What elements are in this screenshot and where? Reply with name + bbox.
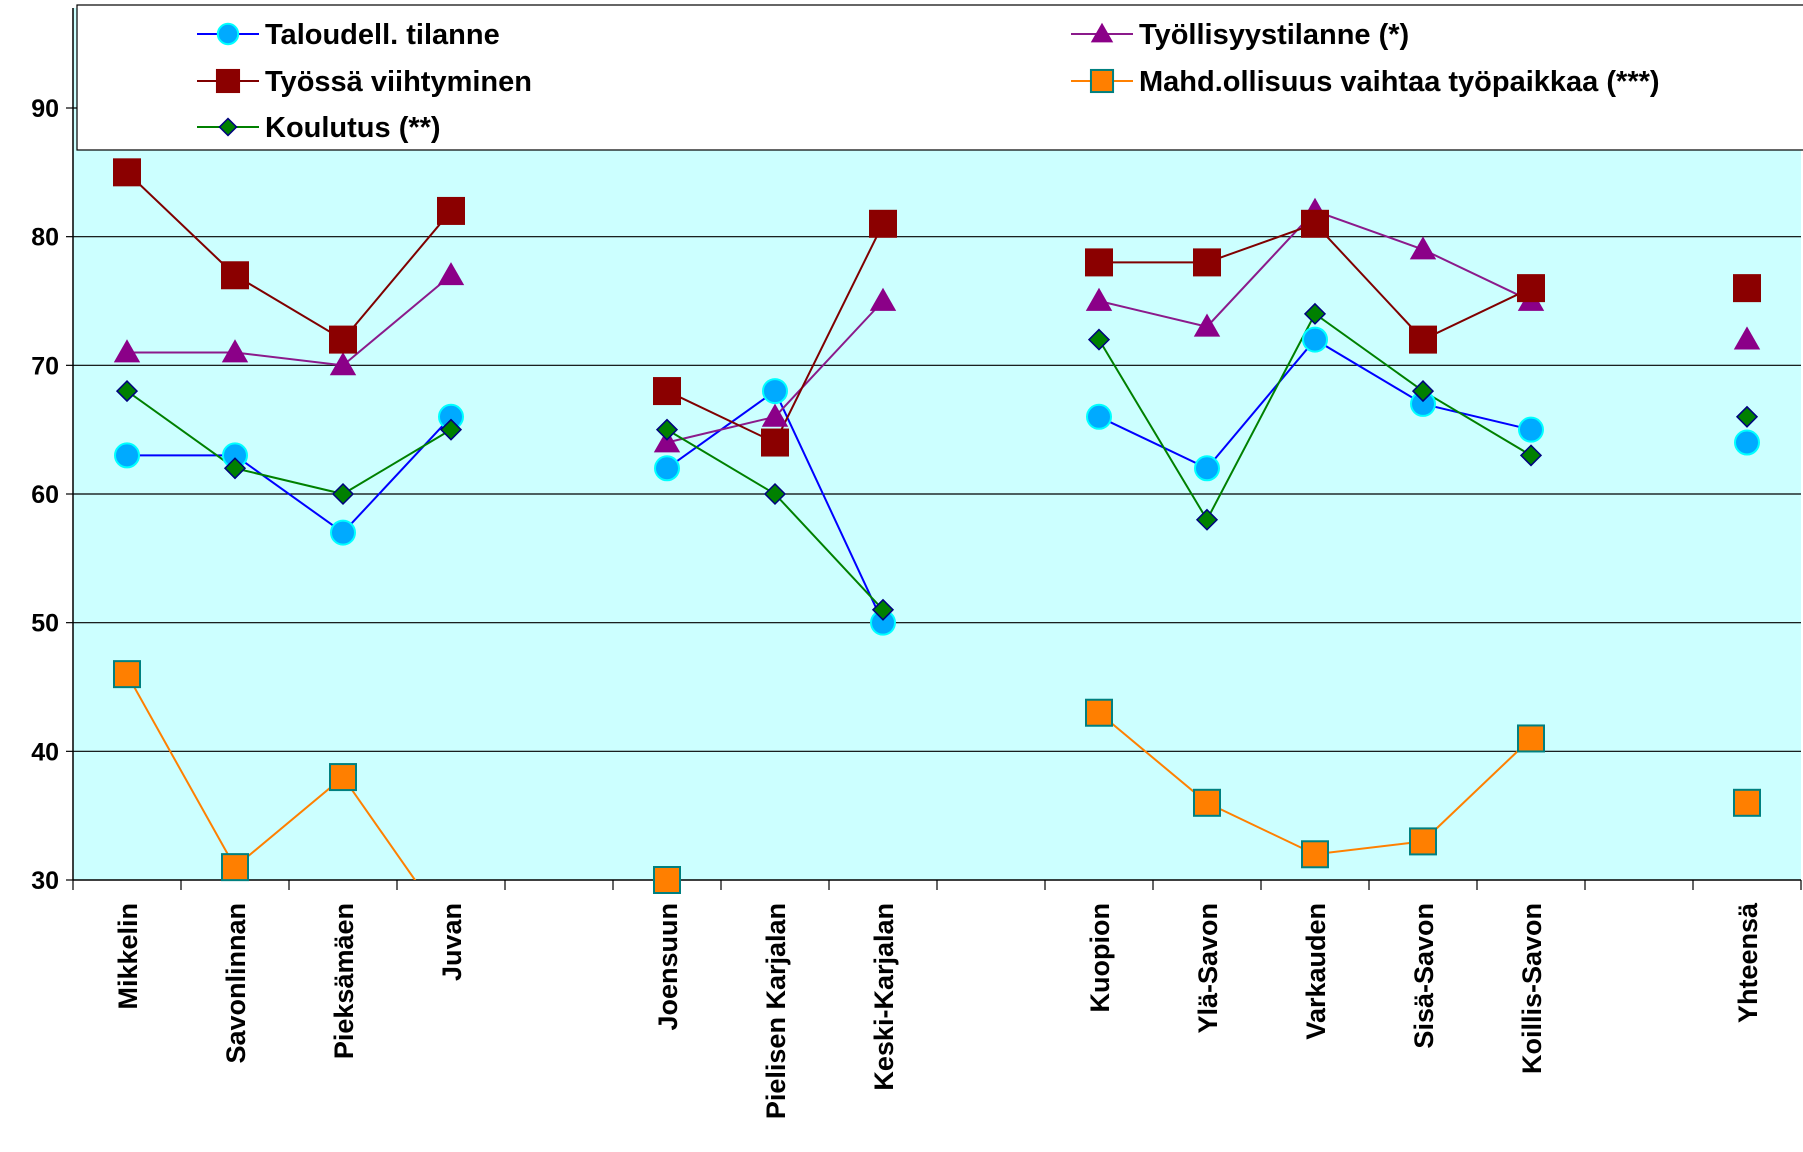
data-point-s1 bbox=[653, 429, 681, 453]
x-tick-label: Keski-Karjalan bbox=[869, 903, 899, 1091]
data-point-s0 bbox=[1194, 455, 1220, 482]
x-tick-label: Kuopion bbox=[1085, 903, 1115, 1012]
legend-label: Koulutus (**) bbox=[265, 112, 441, 144]
x-tick-label: Yhteensä bbox=[1733, 902, 1763, 1023]
data-point-s0 bbox=[1734, 429, 1760, 456]
data-point-s4 bbox=[1519, 444, 1543, 467]
data-point-s0 bbox=[762, 378, 788, 405]
data-point-s4 bbox=[1087, 328, 1111, 351]
data-point-s0 bbox=[1086, 403, 1112, 430]
data-point-s2 bbox=[437, 196, 465, 225]
data-point-s2 bbox=[1193, 248, 1221, 277]
x-tick-label: Koillis-Savon bbox=[1517, 903, 1547, 1074]
data-point-s3 bbox=[113, 660, 141, 689]
x-tick-label: Mikkelin bbox=[113, 903, 143, 1010]
series-markers bbox=[113, 158, 1761, 894]
data-point-s3 bbox=[1409, 827, 1437, 856]
data-point-s0 bbox=[1518, 416, 1544, 443]
data-point-s4 bbox=[1735, 405, 1759, 428]
y-tick-label: 30 bbox=[31, 867, 59, 895]
x-tick-label: Pielisen Karjalan bbox=[761, 903, 791, 1119]
data-point-s4 bbox=[439, 418, 463, 441]
data-point-s2 bbox=[761, 428, 789, 457]
data-point-s2 bbox=[1409, 325, 1437, 354]
x-tick-label: Pieksämäen bbox=[329, 903, 359, 1059]
y-tick-label: 40 bbox=[31, 738, 59, 766]
y-tick-label: 50 bbox=[31, 610, 59, 638]
series-line-2 bbox=[126, 171, 452, 341]
y-tick-label: 90 bbox=[31, 95, 59, 123]
data-point-s3 bbox=[1085, 698, 1113, 727]
data-point-s3 bbox=[221, 853, 249, 882]
x-tick-label: Juvan bbox=[437, 903, 467, 981]
data-point-s3 bbox=[1733, 788, 1761, 817]
series-line-3 bbox=[126, 673, 417, 880]
data-point-s4 bbox=[331, 482, 355, 506]
legend-marker bbox=[1090, 22, 1114, 43]
y-tick-label: 70 bbox=[31, 352, 59, 380]
data-point-s2 bbox=[653, 377, 681, 406]
data-point-s3 bbox=[653, 866, 681, 894]
data-point-s4 bbox=[763, 482, 787, 506]
data-point-s2 bbox=[1733, 274, 1761, 303]
data-point-s4 bbox=[871, 598, 895, 621]
data-point-s1 bbox=[437, 262, 465, 286]
data-point-s1 bbox=[113, 339, 141, 363]
data-point-s0 bbox=[114, 442, 140, 469]
x-tick-label: Joensuun bbox=[653, 903, 683, 1031]
data-point-s1 bbox=[761, 403, 789, 427]
data-point-s4 bbox=[655, 418, 679, 441]
legend-marker bbox=[215, 68, 241, 94]
legend-marker bbox=[218, 117, 238, 137]
legend-label: Taloudell. tilanne bbox=[265, 19, 500, 51]
legend-label: Työllisyystilanne (*) bbox=[1139, 19, 1409, 51]
y-tick-label: 80 bbox=[31, 224, 59, 252]
data-point-s3 bbox=[1517, 724, 1545, 753]
data-point-s0 bbox=[654, 455, 680, 482]
data-point-s3 bbox=[329, 763, 357, 792]
data-point-s4 bbox=[115, 380, 139, 403]
data-point-s1 bbox=[1733, 326, 1761, 350]
series-line-1 bbox=[127, 274, 452, 367]
legend-label: Mahd.ollisuus vaihtaa työpaikkaa (***) bbox=[1139, 66, 1660, 98]
x-axis-ticks: Mikkelin Savonlinnan Pieksämäen Juvan Joensu… bbox=[113, 902, 1763, 1119]
legend: Taloudell. tilanne Työllisyystilanne (*) T… bbox=[76, 4, 1803, 151]
data-point-s2 bbox=[113, 158, 141, 187]
series-line-4 bbox=[126, 390, 452, 496]
data-point-s1 bbox=[1409, 236, 1437, 260]
data-point-s3 bbox=[1193, 788, 1221, 817]
axes bbox=[72, 8, 1802, 890]
data-point-s4 bbox=[1303, 302, 1327, 325]
data-point-s4 bbox=[1411, 380, 1435, 403]
data-point-s2 bbox=[329, 325, 357, 354]
y-axis-ticks: 30 40 50 60 70 80 90 bbox=[31, 95, 73, 895]
data-point-s2 bbox=[1517, 274, 1545, 303]
legend-marker bbox=[216, 22, 240, 46]
legend-label: Työssä viihtyminen bbox=[265, 66, 532, 98]
data-point-s2 bbox=[1301, 209, 1329, 238]
series-line-0 bbox=[127, 416, 452, 534]
data-point-s1 bbox=[869, 287, 897, 311]
data-point-s2 bbox=[1085, 248, 1113, 277]
data-point-s4 bbox=[1195, 508, 1219, 531]
data-point-s0 bbox=[330, 519, 356, 546]
data-point-s1 bbox=[221, 339, 249, 363]
data-point-s2 bbox=[221, 261, 249, 290]
data-point-s3 bbox=[1301, 840, 1329, 869]
y-tick-label: 60 bbox=[31, 481, 59, 509]
data-point-s2 bbox=[869, 209, 897, 238]
x-tick-label: Savonlinnan bbox=[221, 903, 251, 1064]
x-tick-label: Varkauden bbox=[1301, 903, 1331, 1040]
x-tick-label: Sisä-Savon bbox=[1409, 903, 1439, 1049]
data-point-s4 bbox=[223, 457, 247, 480]
data-point-s0 bbox=[1302, 326, 1328, 353]
data-point-s1 bbox=[1193, 313, 1221, 337]
x-tick-label: Ylä-Savon bbox=[1193, 903, 1223, 1034]
legend-box bbox=[76, 4, 1803, 151]
data-point-s1 bbox=[329, 352, 357, 376]
data-point-s1 bbox=[1085, 287, 1113, 311]
legend-marker bbox=[1089, 68, 1115, 94]
